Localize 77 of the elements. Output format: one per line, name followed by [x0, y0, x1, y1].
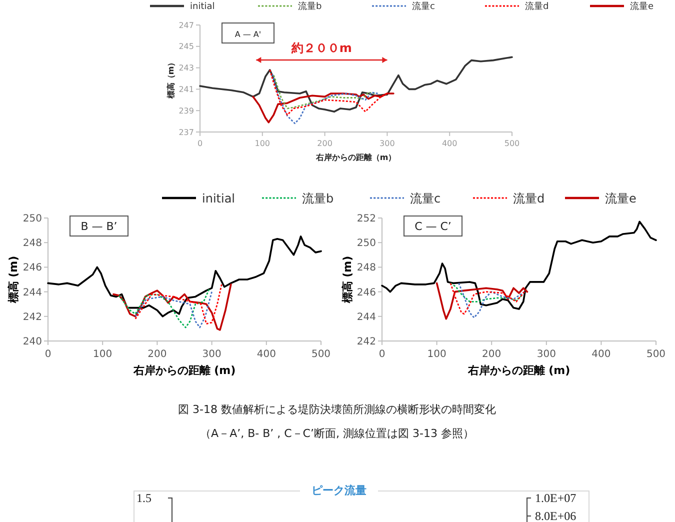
- x-tick-label: 200: [148, 349, 167, 360]
- x-tick-label: 100: [254, 139, 270, 148]
- line-series: [252, 92, 394, 124]
- caption: 図 3-18 数値解析による堤防決壊箇所測線の横断形状の時間変化: [178, 403, 496, 416]
- legend-label: 流量d: [525, 1, 549, 12]
- annotation: A — A': [234, 30, 262, 39]
- y-tick-label: 243: [178, 64, 194, 73]
- y-tick-label: 246: [356, 287, 376, 298]
- legend-label: 流量d: [513, 191, 545, 206]
- y-tick-label: 248: [356, 262, 376, 274]
- x-axis-title: 右岸からの距離 (m): [466, 364, 570, 377]
- text: 1.5: [136, 491, 152, 505]
- text: （A－A’, B- B’ , C－C’断面, 測線位置は図 3-13 参照）: [200, 427, 474, 440]
- x-tick-label: 0: [44, 349, 52, 360]
- y-tick-label: 245: [178, 42, 194, 52]
- legend-label: 流量c: [410, 191, 441, 206]
- x-tick-label: 500: [311, 349, 331, 360]
- legend-label: initial: [190, 2, 215, 12]
- text: 1.0E+07: [535, 491, 576, 505]
- legend-label: 流量b: [302, 191, 334, 206]
- x-tick-label: 400: [442, 139, 458, 148]
- line-series: [118, 288, 210, 328]
- y-tick-label: 244: [22, 287, 42, 298]
- line-series: [199, 56, 513, 113]
- x-tick-label: 400: [592, 349, 611, 360]
- line-series: [436, 282, 528, 320]
- y-tick-label: 252: [356, 214, 376, 224]
- legend-label: 流量e: [630, 1, 654, 12]
- text: ピーク流量: [312, 484, 366, 497]
- y-axis-title: 標高 (m): [7, 256, 20, 304]
- line-series: [381, 220, 657, 310]
- legend-label: initial: [202, 191, 235, 206]
- annotation: 約２００m: [290, 41, 352, 55]
- y-tick-label: 250: [356, 238, 376, 250]
- y-tick-label: 242: [356, 336, 376, 348]
- y-tick-label: 242: [22, 312, 42, 323]
- x-tick-label: 200: [482, 349, 502, 360]
- y-tick-label: 239: [178, 106, 194, 116]
- y-tick-label: 250: [22, 214, 42, 224]
- x-tick-label: 100: [93, 349, 112, 360]
- x-tick-label: 400: [256, 349, 276, 360]
- legend-label: 流量e: [605, 191, 636, 206]
- y-tick-label: 248: [22, 238, 42, 250]
- line-series: [269, 69, 388, 116]
- x-tick-label: 500: [646, 349, 666, 360]
- x-tick-label: 0: [197, 139, 203, 148]
- line-series: [458, 282, 526, 318]
- y-tick-label: 240: [22, 336, 42, 348]
- line-series: [112, 284, 232, 331]
- line-series: [134, 291, 212, 328]
- y-tick-label: 246: [22, 262, 42, 274]
- line-series: [450, 282, 526, 315]
- legend-label: 流量b: [298, 1, 322, 12]
- y-tick-label: 244: [356, 312, 376, 323]
- line-series: [450, 282, 522, 302]
- y-tick-label: 237: [178, 128, 194, 137]
- line-series: [134, 284, 222, 324]
- text: 8.0E+06: [535, 509, 576, 522]
- line-series: [272, 74, 376, 110]
- y-axis-title: 標高 (m): [341, 256, 354, 304]
- line-series: [47, 236, 322, 318]
- x-tick-label: 300: [380, 139, 395, 148]
- x-axis-title: 右岸からの距離（m）: [314, 153, 396, 162]
- y-tick-label: 247: [178, 20, 194, 30]
- legend-label: 流量c: [412, 1, 435, 12]
- x-tick-label: 500: [504, 139, 520, 148]
- x-tick-label: 300: [202, 349, 222, 360]
- line-series: [272, 74, 379, 124]
- x-axis-title: 右岸からの距離 (m): [132, 364, 236, 377]
- annotation: C — C’: [414, 220, 452, 233]
- y-axis-title: 標高（m）: [166, 58, 176, 100]
- x-tick-label: 100: [427, 349, 446, 360]
- annotation: B — B’: [80, 220, 118, 233]
- x-tick-label: 0: [378, 349, 386, 360]
- y-tick-label: 241: [178, 85, 194, 94]
- x-tick-label: 300: [536, 349, 556, 360]
- x-tick-label: 200: [317, 139, 332, 148]
